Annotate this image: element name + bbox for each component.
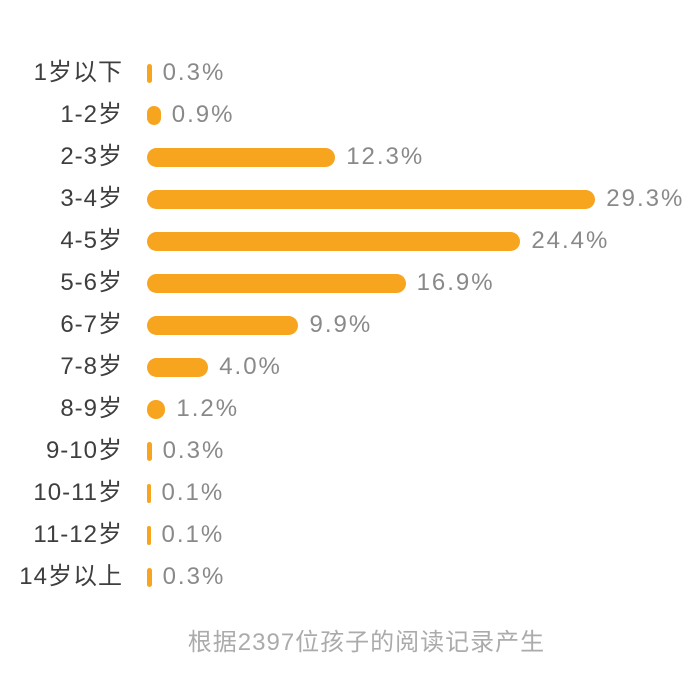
category-label: 4-5岁	[60, 227, 123, 254]
category-label: 11-12岁	[33, 521, 123, 548]
chart-row: 11-12岁 0.1%	[0, 514, 695, 556]
chart-row: 3-4岁 29.3%	[0, 178, 695, 220]
bar	[147, 315, 299, 335]
chart-row: 5-6岁 16.9%	[0, 262, 695, 304]
value-label: 29.3%	[606, 185, 685, 212]
bar	[147, 357, 209, 377]
value-label: 1.2%	[176, 395, 240, 422]
bar	[147, 525, 151, 545]
chart-row: 1岁以下 0.3%	[0, 52, 695, 94]
bar	[147, 105, 161, 125]
chart-row: 7-8岁 4.0%	[0, 346, 695, 388]
category-label: 5-6岁	[60, 269, 123, 296]
value-label: 12.3%	[346, 143, 425, 170]
bar	[147, 231, 521, 251]
category-label: 3-4岁	[60, 185, 123, 212]
chart-row: 10-11岁 0.1%	[0, 472, 695, 514]
bar	[147, 63, 152, 83]
bar	[147, 483, 151, 503]
category-label: 10-11岁	[33, 479, 123, 506]
value-label: 0.1%	[161, 479, 225, 506]
bar	[147, 567, 152, 587]
category-label: 1-2岁	[60, 101, 123, 128]
value-label: 0.9%	[171, 101, 235, 128]
category-label: 14岁以上	[19, 563, 123, 590]
value-label: 4.0%	[219, 353, 282, 380]
bar	[147, 399, 166, 419]
category-label: 7-8岁	[60, 353, 123, 380]
category-label: 1岁以下	[33, 59, 123, 86]
category-label: 9-10岁	[45, 437, 123, 464]
chart-row: 8-9岁 1.2%	[0, 388, 695, 430]
value-label: 0.3%	[162, 59, 226, 86]
value-label: 0.1%	[161, 521, 225, 548]
bar	[147, 273, 406, 293]
chart-footnote: 根据2397位孩子的阅读记录产生	[187, 629, 546, 656]
chart-row: 9-10岁 0.3%	[0, 430, 695, 472]
category-label: 8-9岁	[60, 395, 123, 422]
chart-row: 14岁以上 0.3%	[0, 556, 695, 598]
bar	[147, 441, 152, 461]
category-label: 6-7岁	[60, 311, 123, 338]
chart-row: 4-5岁 24.4%	[0, 220, 695, 262]
chart-rows: 1岁以下 0.3% 1-2岁 0.9% 2-3岁 12.3% 3-4岁 29.3% 4-5岁 24…	[0, 52, 695, 598]
chart-row: 6-7岁 9.9%	[0, 304, 695, 346]
chart-row: 2-3岁 12.3%	[0, 136, 695, 178]
chart-row: 1-2岁 0.9%	[0, 94, 695, 136]
value-label: 24.4%	[531, 227, 610, 254]
bar	[147, 189, 596, 209]
value-label: 9.9%	[309, 311, 373, 338]
value-label: 0.3%	[162, 563, 226, 590]
bar	[147, 147, 336, 167]
value-label: 16.9%	[416, 269, 495, 296]
category-label: 2-3岁	[60, 143, 123, 170]
value-label: 0.3%	[162, 437, 226, 464]
